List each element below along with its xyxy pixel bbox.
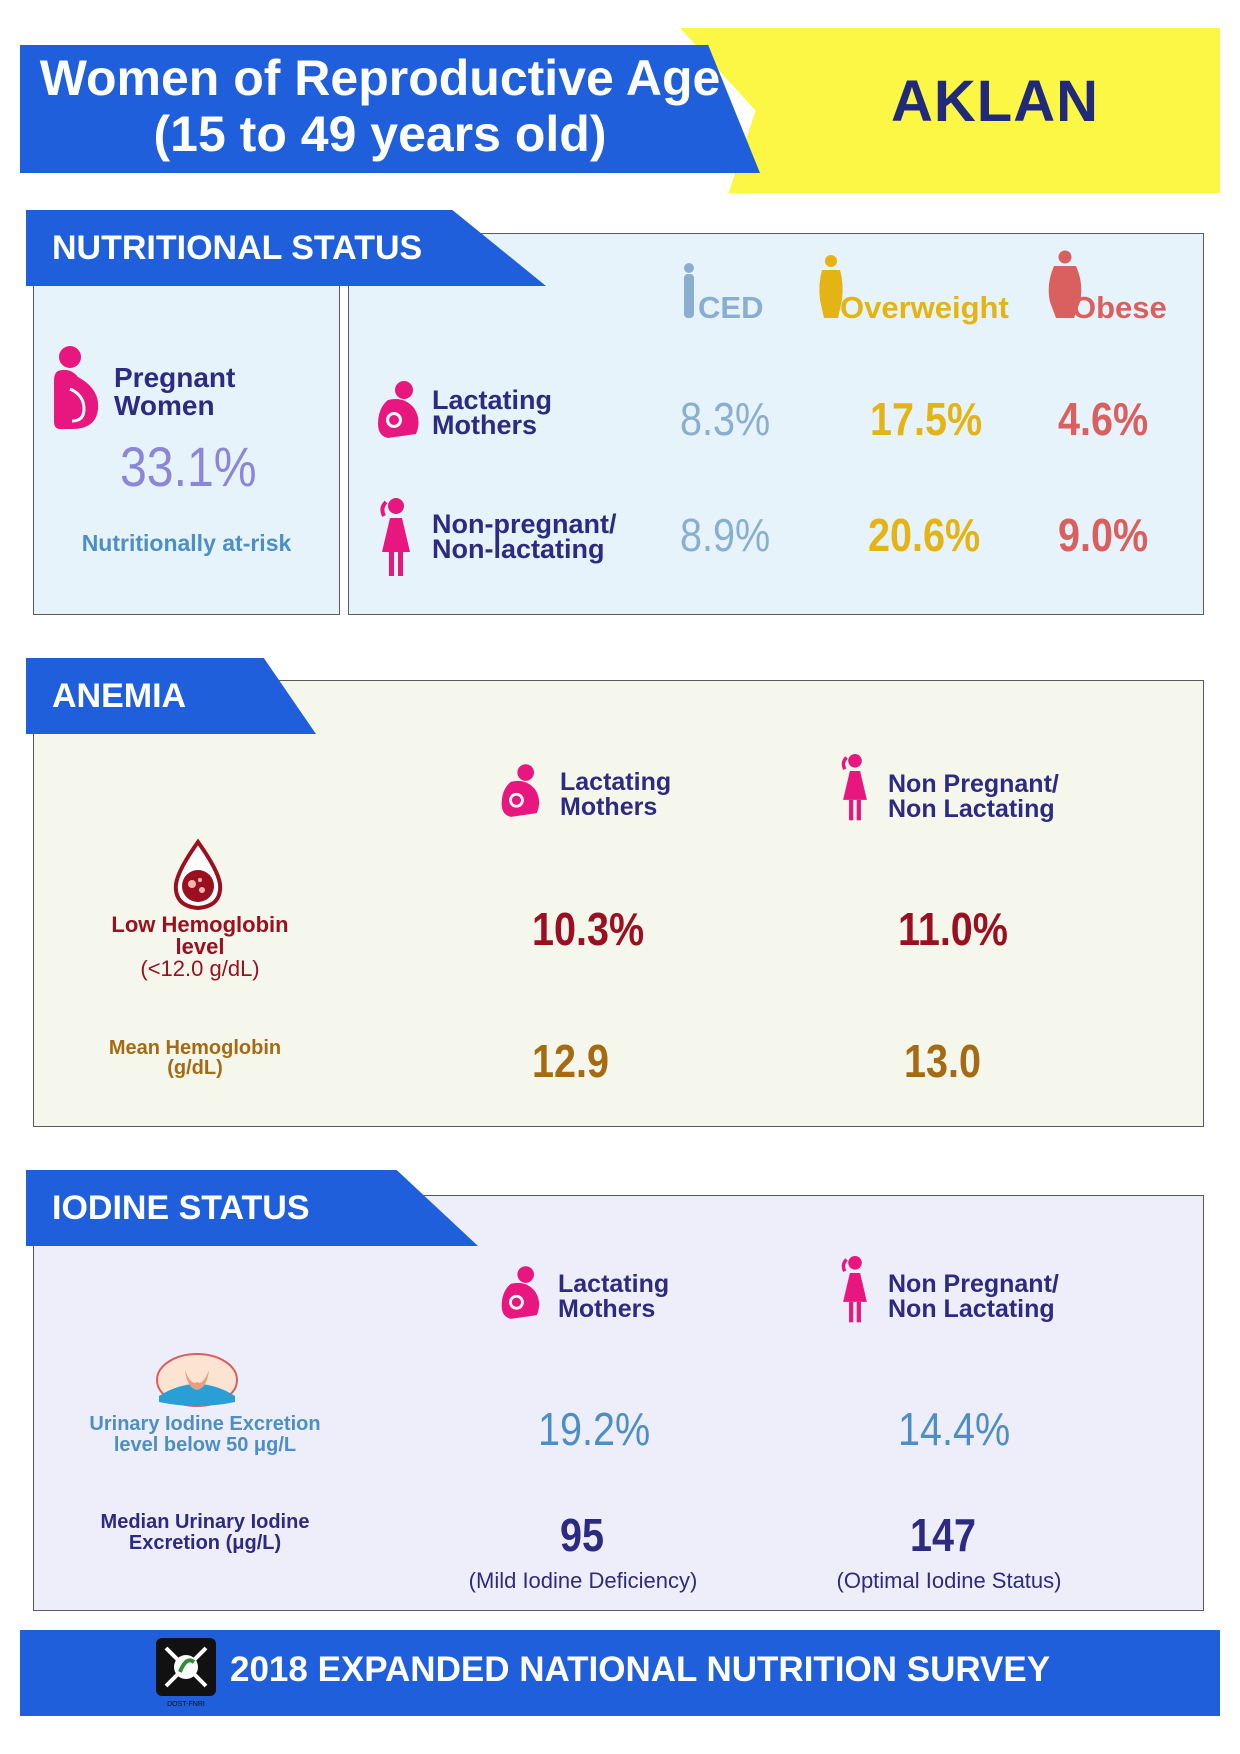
non-pregnant-woman-icon <box>841 1256 867 1323</box>
page-title: Women of Reproductive Age (15 to 49 year… <box>20 50 740 162</box>
iodine-col-lactating: Lactating Mothers <box>558 1270 670 1323</box>
pregnant-women-value: 33.1% <box>120 435 257 498</box>
ced-figure-icon <box>684 263 694 318</box>
pregnant-woman-icon <box>54 346 99 429</box>
low-hemoglobin-label: Low Hemoglobin level (<12.0 g/dL) <box>111 912 289 981</box>
title-line-2: (15 to 49 years old) <box>153 106 607 162</box>
footer-title: 2018 EXPANDED NATIONAL NUTRITION SURVEY <box>230 1650 1051 1689</box>
footer-bar <box>20 1630 1220 1716</box>
thyroid-neck-icon <box>156 1353 238 1407</box>
median-non-pregnant-note: (Optimal Iodine Status) <box>836 1568 1062 1593</box>
title-line-1: Women of Reproductive Age <box>39 50 721 106</box>
mean-hemoglobin-label: Mean Hemoglobin (g/dL) <box>108 1037 282 1079</box>
lactating-mother-icon <box>501 764 540 817</box>
non-pregnant-woman-icon <box>841 754 867 821</box>
non-pregnant-obese-value: 9.0% <box>1058 509 1149 561</box>
mean-hb-lactating-value: 12.9 <box>532 1035 609 1087</box>
region-name: AKLAN <box>891 69 1099 134</box>
lactating-overweight-value: 17.5% <box>870 393 983 445</box>
lactating-mother-icon <box>501 1266 540 1319</box>
pregnant-women-panel <box>33 285 340 615</box>
section-tab-iodine-status: IODINE STATUS <box>26 1170 478 1246</box>
non-pregnant-ced-value: 8.9% <box>680 509 771 561</box>
overweight-figure-icon <box>819 255 843 318</box>
col-obese: Obese <box>1072 290 1167 325</box>
row-label-lactating: Lactating Mothers <box>432 385 553 440</box>
low-hb-lactating-value: 10.3% <box>532 903 645 955</box>
pregnant-women-caption: Nutritionally at-risk <box>81 530 292 556</box>
uie-label: Urinary Iodine Excretion level below 50 … <box>89 1413 321 1456</box>
lactating-obese-value: 4.6% <box>1058 393 1149 445</box>
blood-drop-icon <box>173 838 223 911</box>
section-tab-nutritional-status: NUTRITIONAL STATUS <box>26 210 546 286</box>
col-ced: CED <box>698 290 764 325</box>
median-lactating-note: (Mild Iodine Deficiency) <box>468 1568 698 1593</box>
anemia-col-non-pregnant: Non Pregnant/ Non Lactating <box>888 770 1059 823</box>
anemia-col-lactating: Lactating Mothers <box>560 768 672 821</box>
iodine-col-non-pregnant: Non Pregnant/ Non Lactating <box>888 1270 1059 1323</box>
col-overweight: Overweight <box>840 290 1009 325</box>
median-uie-label: Median Urinary Iodine Excretion (μg/L) <box>100 1511 310 1554</box>
mean-hb-non-pregnant-value: 13.0 <box>904 1035 981 1087</box>
non-pregnant-woman-icon <box>380 498 410 576</box>
row-label-non-pregnant: Non-pregnant/ Non-lactating <box>432 509 617 564</box>
pregnant-women-label: Pregnant Women <box>114 362 236 421</box>
svg-text:DOST-FNRI: DOST-FNRI <box>167 1701 205 1708</box>
uie-lactating-value: 19.2% <box>538 1403 651 1455</box>
lactating-ced-value: 8.3% <box>680 393 771 445</box>
section-tab-anemia: ANEMIA <box>26 658 316 734</box>
uie-non-pregnant-value: 14.4% <box>898 1403 1011 1455</box>
dost-fnri-logo: DOST-FNRI <box>156 1638 216 1708</box>
obese-figure-icon <box>1048 250 1082 318</box>
anemia-panel <box>33 680 1204 1127</box>
lactating-mother-icon <box>378 381 419 438</box>
non-pregnant-overweight-value: 20.6% <box>868 509 981 561</box>
low-hb-non-pregnant-value: 11.0% <box>898 903 1008 955</box>
title-banner <box>20 45 760 173</box>
median-lactating-value: 95 <box>560 1509 605 1561</box>
median-non-pregnant-value: 147 <box>910 1509 977 1561</box>
region-banner <box>680 28 1220 193</box>
